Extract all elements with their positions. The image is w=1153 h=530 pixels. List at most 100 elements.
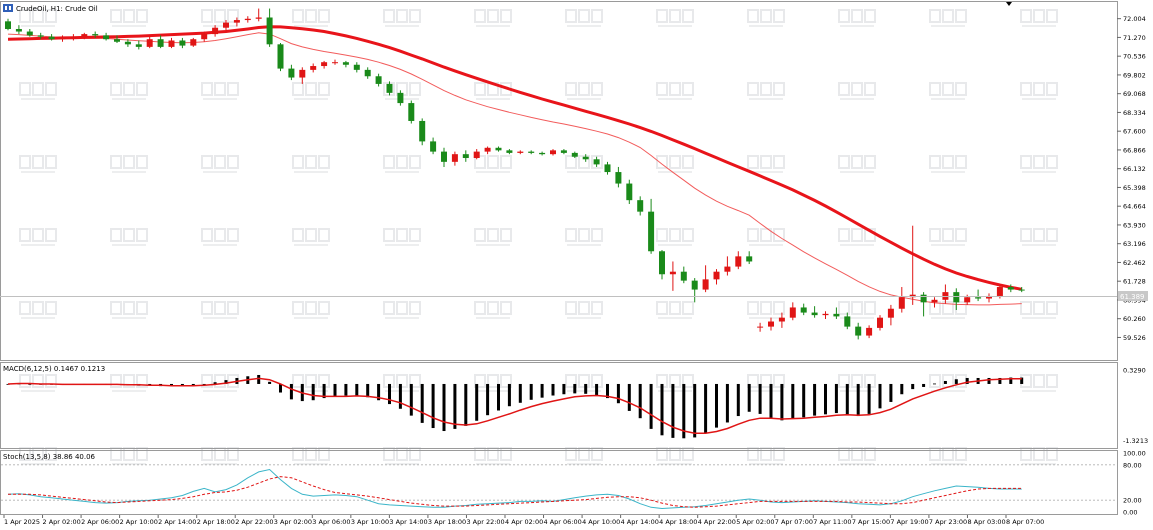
candle — [833, 307, 840, 319]
time-tick-label: 4 Apr 18:00 — [659, 518, 697, 526]
watermark-logo — [292, 9, 330, 27]
candle — [408, 100, 415, 124]
price-tick-label: 59.526 — [1123, 334, 1146, 342]
macd-bar — [279, 383, 282, 393]
time-tick-label: 8 Apr 03:00 — [967, 518, 1005, 526]
candle — [81, 32, 88, 40]
macd-bar — [616, 383, 620, 404]
watermark-logo — [19, 155, 57, 173]
main-title: CrudeOil, H1: Crude Oil — [16, 5, 98, 13]
macd-bar — [486, 383, 490, 416]
candle — [844, 312, 851, 330]
candle — [233, 17, 240, 27]
macd-bar — [420, 383, 424, 423]
stochastic-layer — [1, 464, 1117, 510]
time-tick-label: 2 Apr 22:00 — [235, 518, 273, 526]
candle — [288, 64, 295, 81]
macd-bar — [878, 383, 882, 409]
macd-bar — [475, 383, 479, 421]
candle — [702, 265, 709, 293]
stoch-pane-frame — [0, 450, 1118, 515]
watermark-logo — [201, 155, 239, 173]
watermark-logo — [1020, 301, 1058, 319]
price-tick-label: 61.728 — [1123, 278, 1146, 286]
macd-bar — [453, 383, 457, 429]
watermark-logo — [474, 9, 512, 27]
stoch-tick-label: 0.00 — [1123, 509, 1137, 517]
macd-bar — [725, 383, 729, 423]
current-price-tag — [1118, 291, 1148, 301]
macd-bar — [551, 383, 555, 396]
price-tick-label: 65.398 — [1123, 184, 1146, 192]
macd-bar — [464, 383, 468, 426]
candle — [582, 154, 589, 162]
macd-bar — [1009, 377, 1013, 384]
time-tick-label: 4 Apr 22:00 — [698, 518, 736, 526]
watermark-logo — [19, 228, 57, 246]
watermark-logo — [1020, 9, 1058, 27]
macd-bar — [257, 374, 261, 384]
time-axis: 1 Apr 2025 2 Apr 02:00 2 Apr 06:00 2 Apr 10… — [3, 515, 1044, 526]
watermark-logo — [474, 374, 512, 392]
candle — [724, 256, 731, 276]
candle — [146, 36, 153, 49]
macd-bar — [965, 377, 969, 384]
candle — [59, 35, 66, 42]
macd-bar — [998, 377, 1002, 384]
candle — [266, 8, 273, 47]
candle — [375, 73, 382, 87]
watermark-logo — [565, 9, 603, 27]
watermark-logo — [1020, 447, 1058, 465]
time-tick-label: 8 Apr 07:00 — [1006, 518, 1044, 526]
candle — [353, 62, 360, 73]
candle — [1007, 284, 1014, 293]
watermark-logo — [1020, 228, 1058, 246]
price-tick-label: 68.334 — [1123, 109, 1146, 117]
macd-bar — [268, 381, 272, 384]
macd-bar — [747, 383, 751, 412]
macd-bar — [638, 383, 642, 419]
price-tick-label: 69.802 — [1123, 71, 1146, 79]
macd-bar — [28, 383, 32, 385]
macd-bar — [6, 383, 10, 385]
candle — [560, 149, 567, 155]
candle — [680, 266, 687, 284]
time-tick-label: 5 Apr 02:00 — [736, 518, 774, 526]
macd-bar — [682, 383, 686, 439]
macd-bar — [333, 383, 337, 397]
watermark-logo — [292, 82, 330, 100]
macd-bar — [311, 383, 315, 401]
candle — [975, 289, 982, 302]
candle — [953, 288, 960, 311]
macd-bar — [889, 383, 893, 402]
candle — [37, 32, 44, 40]
macd-bar — [922, 383, 926, 387]
watermark-logo — [110, 82, 148, 100]
price-tick-label: 64.664 — [1123, 203, 1146, 211]
candle — [942, 284, 949, 304]
time-tick-label: 3 Apr 14:00 — [389, 518, 427, 526]
chart-shift-marker[interactable] — [1006, 2, 1012, 6]
macd-bar — [758, 383, 762, 414]
price-tick-label: 63.930 — [1123, 221, 1146, 229]
candle — [179, 37, 186, 49]
watermark-logo — [201, 447, 239, 465]
watermark-logo — [656, 9, 694, 27]
macd-bar — [540, 383, 544, 398]
time-tick-label: 3 Apr 06:00 — [312, 518, 350, 526]
watermark-layer — [19, 9, 1058, 465]
candle — [506, 149, 513, 155]
watermark-logo — [1020, 155, 1058, 173]
price-tick-label: 63.196 — [1123, 240, 1146, 248]
candle — [310, 63, 317, 73]
watermark-logo — [565, 155, 603, 173]
candle — [223, 20, 229, 32]
macd-bar — [562, 383, 566, 395]
main-pane-frame — [0, 1, 1118, 361]
candle — [626, 179, 633, 204]
stoch-tick-label: 100.00 — [1123, 450, 1146, 458]
candle — [822, 311, 829, 319]
macd-bar — [693, 383, 697, 438]
watermark-logo — [19, 374, 57, 392]
